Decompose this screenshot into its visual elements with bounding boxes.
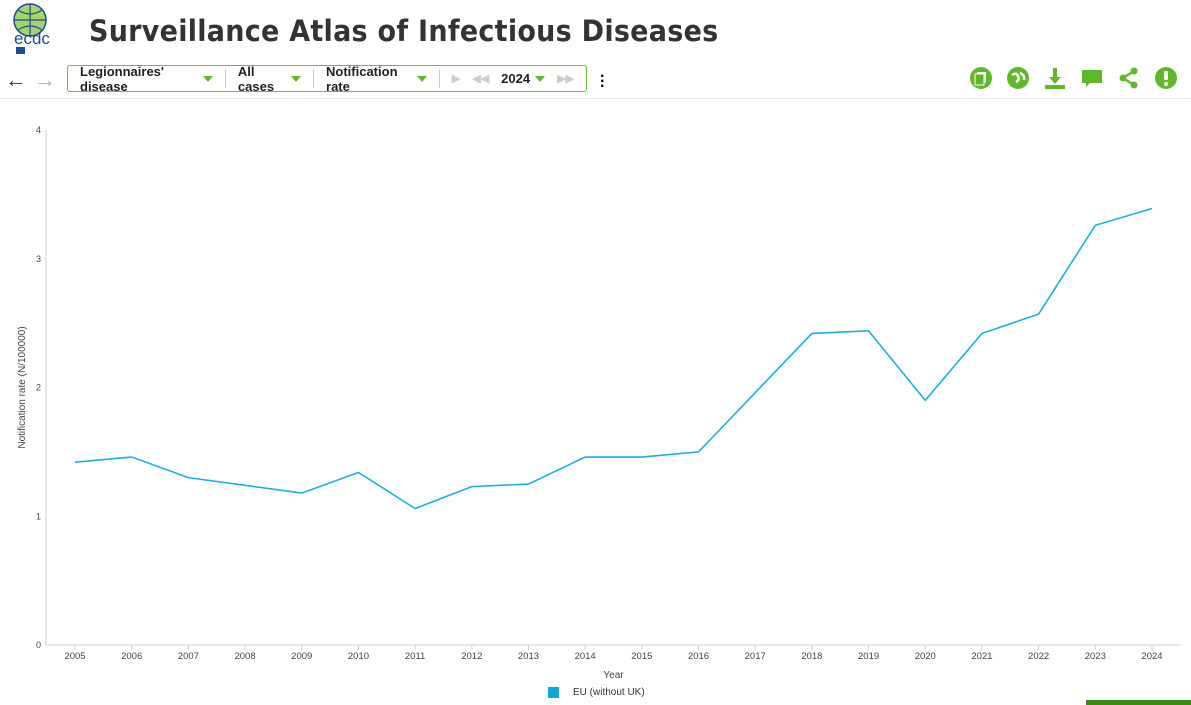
data-point <box>470 485 474 489</box>
report-icon[interactable] <box>970 67 992 89</box>
alert-icon[interactable] <box>1155 67 1177 89</box>
x-tick-label: 2011 <box>405 651 425 662</box>
rewind-icon[interactable]: ◀◀ <box>472 73 490 85</box>
data-point <box>753 391 757 395</box>
chevron-down-icon <box>202 75 213 82</box>
disease-select[interactable]: Legionnaires' disease <box>68 64 226 94</box>
x-tick-label: 2012 <box>461 651 482 662</box>
legend-swatch <box>548 687 559 698</box>
x-tick-label: 2013 <box>518 651 539 662</box>
y-tick-label: 4 <box>36 125 41 135</box>
x-tick-label: 2008 <box>234 651 255 662</box>
x-tick-label: 2022 <box>1028 651 1049 662</box>
indicator-select[interactable]: Notification rate <box>314 64 440 94</box>
data-point <box>130 455 134 459</box>
ecdc-logo: ecdc <box>13 3 50 54</box>
x-tick-label: 2015 <box>631 651 652 662</box>
page-title: Surveillance Atlas of Infectious Disease… <box>89 14 719 48</box>
more-options-icon[interactable]: ... <box>600 64 605 91</box>
x-tick-label: 2007 <box>178 651 199 662</box>
line-chart: 0 1 2 3 4 2005 2006 2007 2008 2009 2010 2011 2012 201… <box>17 125 1180 680</box>
x-tick-label: 2014 <box>575 651 596 662</box>
forward-arrow-icon[interactable]: → <box>34 67 56 92</box>
filter-bar: Legionnaires' disease All cases Notifica… <box>67 64 587 94</box>
status-bar <box>1086 700 1191 705</box>
data-point <box>810 331 814 335</box>
y-axis-title: Notification rate (N/100000) <box>17 326 28 448</box>
download-icon[interactable] <box>1044 67 1066 89</box>
year-label: 2024 <box>501 71 531 86</box>
year-select[interactable]: 2024 <box>501 71 546 86</box>
chevron-down-icon <box>291 75 302 82</box>
x-tick-label: 2021 <box>971 651 992 662</box>
share-icon[interactable] <box>1118 67 1140 89</box>
series-line <box>74 207 1153 510</box>
y-tick-label: 3 <box>36 254 41 264</box>
data-point <box>1150 207 1154 211</box>
x-tick-label: 2023 <box>1085 651 1106 662</box>
data-point <box>867 329 871 333</box>
y-tick-label: 2 <box>36 383 41 393</box>
x-tick-label: 2005 <box>64 651 85 662</box>
x-tick-label: 2020 <box>915 651 936 662</box>
y-tick-label: 1 <box>36 511 41 521</box>
x-tick-label: 2009 <box>291 651 312 662</box>
x-tick-label: 2019 <box>858 651 879 662</box>
data-point <box>583 455 587 459</box>
play-icon[interactable]: ▶ <box>451 73 461 85</box>
population-label: All cases <box>237 63 275 94</box>
data-point <box>526 482 530 486</box>
chevron-down-icon <box>535 75 546 82</box>
comment-icon[interactable] <box>1081 67 1103 89</box>
legend[interactable]: EU (without UK) <box>548 687 645 698</box>
divider <box>0 98 1191 99</box>
data-point <box>243 483 247 487</box>
back-arrow-icon[interactable]: ← <box>5 67 27 92</box>
x-tick-label: 2024 <box>1141 651 1162 662</box>
globe-icon[interactable] <box>1007 67 1029 89</box>
x-tick-label: 2018 <box>801 651 822 662</box>
svg-text:ecdc: ecdc <box>14 29 50 48</box>
data-point <box>640 455 644 459</box>
data-point <box>1037 312 1041 316</box>
data-point <box>923 398 927 402</box>
x-tick-label: 2010 <box>348 651 369 662</box>
data-point <box>300 491 304 495</box>
data-point <box>1093 223 1097 227</box>
x-tick-label: 2016 <box>688 651 709 662</box>
data-point <box>697 450 701 454</box>
y-tick-label: 0 <box>36 640 41 650</box>
legend-label: EU (without UK) <box>573 687 645 698</box>
data-point <box>413 507 417 511</box>
chevron-down-icon <box>416 75 427 82</box>
data-point <box>186 476 190 480</box>
disease-label: Legionnaires' disease <box>80 63 164 94</box>
data-point <box>356 470 360 474</box>
data-point <box>73 460 77 464</box>
data-point <box>980 331 984 335</box>
x-tick-label: 2006 <box>121 651 142 662</box>
x-tick-label: 2017 <box>745 651 766 662</box>
fast-forward-icon[interactable]: ▶▶ <box>557 73 575 85</box>
population-select[interactable]: All cases <box>226 64 315 94</box>
x-axis-title: Year <box>603 670 624 680</box>
indicator-label: Notification rate <box>326 63 398 94</box>
